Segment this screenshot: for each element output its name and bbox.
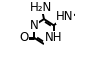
- Text: NH: NH: [45, 31, 62, 44]
- Text: HN: HN: [56, 10, 74, 23]
- Text: O: O: [20, 31, 29, 44]
- Text: N: N: [30, 19, 39, 32]
- Text: H₂N: H₂N: [30, 1, 53, 14]
